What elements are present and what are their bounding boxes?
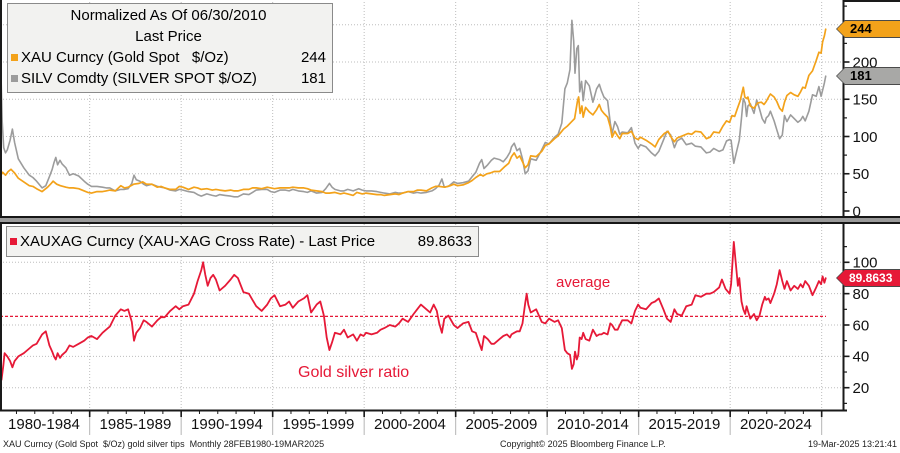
x-axis-label: 1980-1984	[8, 416, 80, 433]
x-axis-label: 2005-2009	[466, 416, 538, 433]
footer-chart-description: XAU Curncy (Gold Spot $/Oz) gold silver …	[3, 439, 325, 449]
y-axis-label: 20	[853, 380, 870, 397]
average-annotation[interactable]: average	[556, 274, 611, 291]
x-axis-label: 1985-1989	[100, 416, 172, 433]
x-axis-label: 2000-2004	[374, 416, 446, 433]
top-legend[interactable]: Normalized As Of 06/30/2010 Last Price X…	[7, 3, 333, 93]
footer-timestamp: 19-Mar-2025 13:21:41	[807, 439, 897, 449]
bottom-legend[interactable]: XAUXAG Curncy (XAU-XAG Cross Rate) - Las…	[6, 226, 479, 257]
gold-series-label: XAU Curncy (Gold Spot $/Oz)	[21, 49, 229, 66]
x-axis-label: 1995-1999	[283, 416, 355, 433]
legend-row-gold[interactable]: XAU Curncy (Gold Spot $/Oz) 244	[11, 47, 326, 68]
legend-row-silver[interactable]: SILV Comdty (SILVER SPOT $/OZ) 181	[11, 68, 326, 89]
x-axis-label: 1990-1994	[191, 416, 263, 433]
y-axis-label: 0	[853, 203, 861, 220]
gold-last-price-badge[interactable]: 244	[836, 20, 900, 38]
x-axis-label: 2010-2014	[557, 416, 629, 433]
gold-line	[0, 28, 827, 197]
panel-divider[interactable]	[0, 216, 900, 224]
ratio-badge-value: 89.8633	[837, 270, 900, 286]
last-price-label: Last Price	[135, 28, 202, 45]
silver-badge-value: 181	[837, 68, 900, 84]
y-axis-label: 60	[853, 317, 870, 334]
y-axis-label: 80	[853, 286, 870, 303]
normalize-title: Normalized As Of 06/30/2010	[70, 7, 267, 24]
ratio-series-marker-icon	[10, 238, 17, 245]
silver-last-price-badge[interactable]: 181	[836, 67, 900, 85]
silver-series-label: SILV Comdty (SILVER SPOT $/OZ)	[21, 70, 257, 87]
x-axis-label: 2015-2019	[649, 416, 721, 433]
ratio-last-price-badge[interactable]: 89.8633	[836, 269, 900, 287]
gold-badge-value: 244	[837, 21, 900, 37]
footer-copyright: Copyright© 2025 Bloomberg Finance L.P.	[500, 439, 666, 449]
x-axis-label: 2020-2024	[740, 416, 812, 433]
gold-series-marker-icon	[11, 54, 18, 61]
gold-last-value: 244	[300, 49, 326, 66]
y-axis-label: 100	[853, 255, 878, 272]
silver-line	[0, 19, 827, 198]
y-axis-label: 50	[853, 166, 870, 183]
ratio-line	[0, 240, 827, 381]
y-axis-label: 40	[853, 349, 870, 366]
gold-silver-ratio-annotation[interactable]: Gold silver ratio	[298, 364, 410, 381]
y-axis-label: 150	[853, 92, 878, 109]
silver-series-marker-icon	[11, 75, 18, 82]
silver-last-value: 181	[300, 70, 326, 87]
ratio-series-label: XAUXAG Curncy (XAU-XAG Cross Rate) - Las…	[20, 233, 376, 250]
y-axis-label: 100	[853, 129, 878, 146]
ratio-last-value: 89.8633	[417, 233, 472, 250]
